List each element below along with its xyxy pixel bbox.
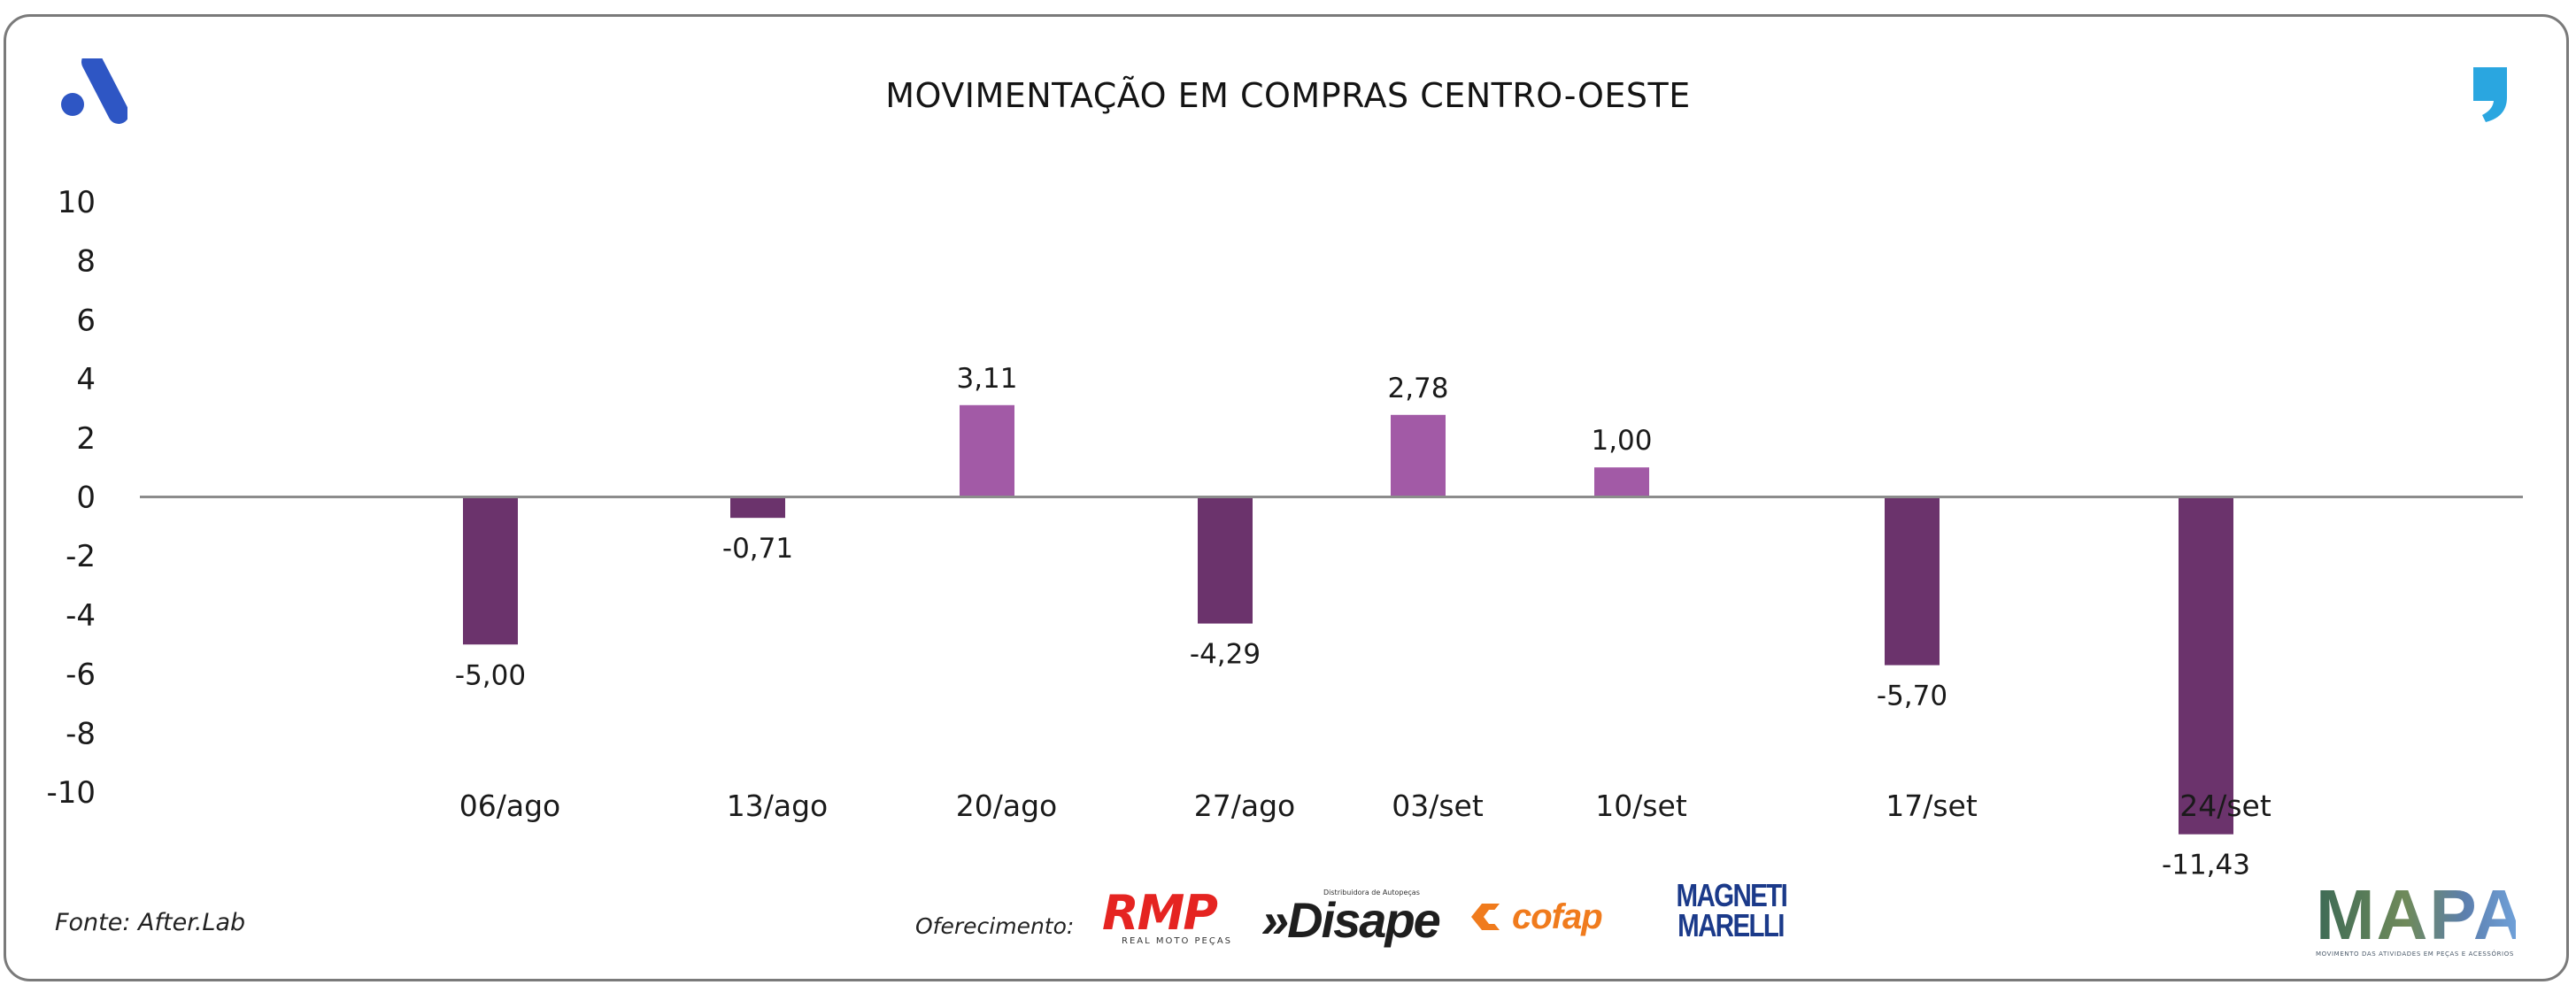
data-label: 2,78 [1387,373,1448,404]
y-tick-label: 6 [76,303,96,338]
data-label: -5,00 [455,659,526,691]
data-label: -4,29 [1190,639,1261,671]
y-tick-label: 2 [76,421,96,457]
bar-03/set [1391,414,1446,497]
y-tick-label: -6 [66,658,96,693]
y-tick-label: 4 [76,362,96,397]
bar-10/set [1594,467,1649,497]
bar-24/set [2179,496,2233,835]
magneti-logo-line2: MARELLI [1677,907,1785,943]
mapa-logo: MAPA MOVIMENTO DAS ATIVIDADES EM PEÇAS E… [2316,875,2526,958]
x-tick-label: 27/ago [1194,789,1295,823]
rmp-logo-tagline: REAL MOTO PEÇAS [1122,936,1233,946]
magneti-marelli-logo: MAGNETI MARELLI [1664,877,1797,946]
disape-logo-tagline: Distribuidora de Autopeças [1323,889,1420,897]
app-logo-icon [61,58,127,124]
data-label: -11,43 [2162,850,2250,881]
bar-13/ago [730,496,785,519]
chart-title: MOVIMENTAÇÃO EM COMPRAS CENTRO-OESTE [885,76,1691,115]
x-tick-label: 17/set [1886,789,1978,823]
x-tick-label: 06/ago [459,789,560,823]
source-note: Fonte: After.Lab [55,909,246,936]
cofap-mark-icon [1471,904,1500,930]
y-tick-label: 8 [76,244,96,280]
y-tick-label: 0 [76,481,96,516]
x-tick-label: 24/set [2179,789,2271,823]
x-tick-label: 20/ago [956,789,1057,823]
data-label: 3,11 [956,363,1017,395]
bar-06/ago [463,496,518,645]
y-tick-label: -8 [66,716,96,751]
data-label: -5,70 [1877,681,1947,712]
y-tick-label: -10 [46,775,96,811]
rmp-logo: RMP REAL MOTO PEÇAS [1102,885,1235,947]
bar-20/ago [960,404,1014,497]
bar-27/ago [1198,496,1253,624]
x-tick-label: 10/set [1595,789,1687,823]
y-tick-label: 10 [58,185,96,220]
cofap-logo-wordmark: cofap [1512,897,1603,936]
magneti-logo-line1: MAGNETI [1676,877,1788,913]
y-tick-label: -2 [66,539,96,574]
y-tick-label: -4 [66,598,96,634]
rmp-logo-wordmark: RMP [1102,885,1218,941]
sponsor-label: Oferecimento: [915,913,1075,939]
cofap-logo: cofap [1469,896,1647,938]
data-label: -0,71 [722,533,793,565]
disape-logo-wordmark: »Disape [1261,892,1441,948]
mapa-logo-tagline: MOVIMENTO DAS ATIVIDADES EM PEÇAS E ACES… [2316,950,2514,958]
x-tick-label: 13/ago [727,789,828,823]
quote-icon [2473,67,2507,122]
mapa-logo-wordmark: MAPA [2316,875,2526,954]
disape-chevron-icon: » [1261,892,1289,948]
x-tick-label: 03/set [1392,789,1484,823]
bar-17/set [1885,496,1940,666]
data-label: 1,00 [1591,425,1652,457]
disape-logo: Distribuidora de Autopeças »Disape [1261,889,1447,947]
